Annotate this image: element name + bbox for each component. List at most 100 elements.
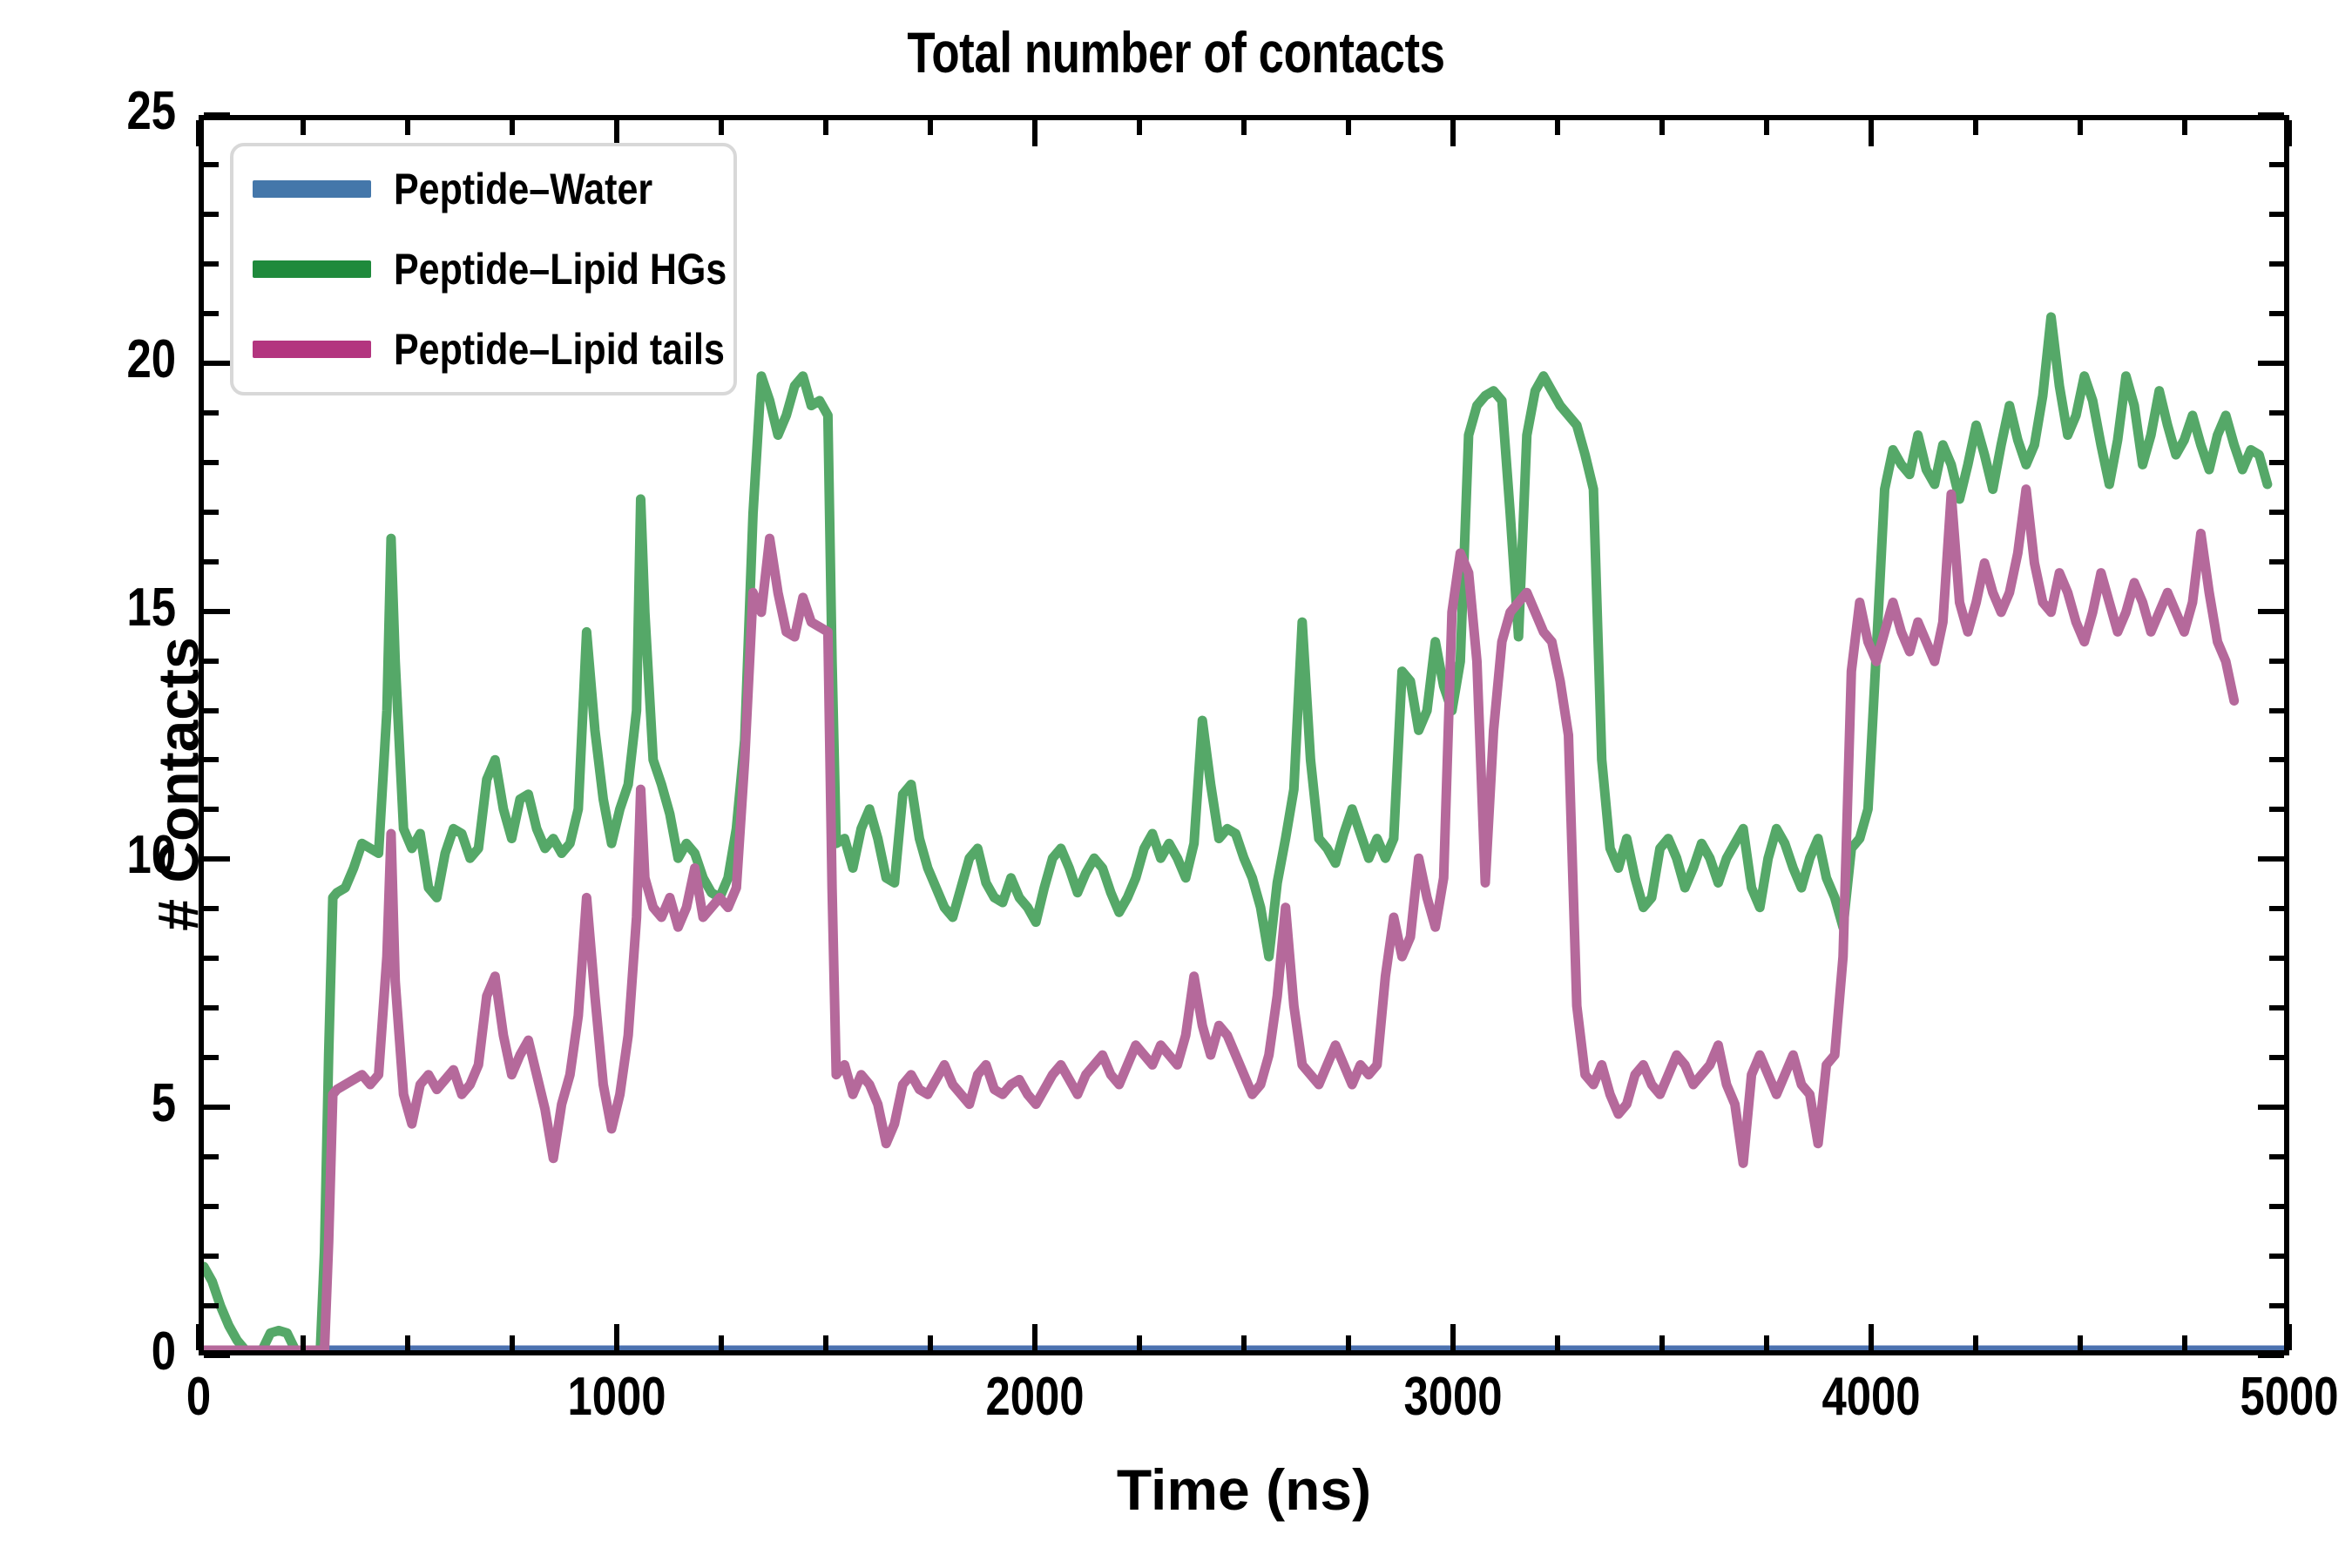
axis-tick [204, 757, 219, 763]
legend-swatch-peptide-lipid-tails [253, 341, 371, 358]
axis-tick [301, 120, 306, 135]
axis-tick [614, 1324, 619, 1350]
axis-tick [204, 1105, 230, 1111]
plot-area [204, 120, 2284, 1350]
y-tick-label: 20 [126, 328, 176, 389]
axis-tick [2258, 360, 2284, 366]
axis-tick [614, 120, 619, 146]
y-tick-label: 5 [151, 1073, 176, 1134]
x-tick-label: 4000 [1821, 1367, 1921, 1427]
axis-tick [1241, 1335, 1247, 1350]
axis-tick [1346, 120, 1351, 135]
axis-tick [2269, 707, 2284, 713]
axis-tick [1555, 120, 1560, 135]
series-line [204, 317, 2268, 1350]
axis-tick [204, 658, 219, 664]
x-tick-label: 2000 [985, 1367, 1085, 1427]
axis-tick [2269, 459, 2284, 465]
x-tick-label: 5000 [2240, 1367, 2339, 1427]
axis-tick [204, 360, 230, 366]
axis-tick [2269, 161, 2284, 167]
axis-tick [204, 1303, 219, 1309]
axis-tick [2269, 1005, 2284, 1011]
axis-tick [1764, 120, 1769, 135]
axis-tick [1764, 1335, 1769, 1350]
axis-tick [1241, 120, 1247, 135]
legend-label-peptide-water: Peptide–Water [394, 165, 653, 213]
axis-tick [204, 211, 219, 217]
axis-tick [2269, 906, 2284, 912]
axis-tick [2078, 1335, 2083, 1350]
axis-tick [2269, 211, 2284, 217]
axis-tick [196, 120, 201, 146]
axis-tick [204, 459, 219, 465]
axis-tick [204, 1353, 230, 1358]
axis-tick [928, 120, 933, 135]
x-tick-label: 0 [186, 1367, 212, 1427]
axis-tick [2269, 1204, 2284, 1210]
axis-tick [1137, 1335, 1142, 1350]
axis-tick [204, 1005, 219, 1011]
axis-tick [204, 558, 219, 564]
axis-tick [719, 120, 724, 135]
axis-tick [2078, 120, 2083, 135]
axis-tick [1450, 120, 1456, 146]
axis-tick [2269, 1303, 2284, 1309]
x-axis-label: Time (ns) [1116, 1457, 1372, 1522]
y-tick-label: 0 [151, 1321, 176, 1382]
axis-tick [405, 120, 410, 135]
legend-item-peptide-lipid-tails: Peptide–Lipid tails [253, 325, 725, 374]
axis-tick [2269, 956, 2284, 962]
axis-tick [204, 906, 219, 912]
axis-tick [2269, 658, 2284, 664]
axis-tick [204, 260, 219, 267]
axis-tick [204, 409, 219, 416]
axis-tick [2269, 807, 2284, 813]
axis-tick [2182, 120, 2187, 135]
axis-tick [196, 1324, 201, 1350]
legend-label-peptide-lipid-hgs: Peptide–Lipid HGs [394, 245, 727, 294]
axis-tick [823, 120, 828, 135]
axis-tick [510, 1335, 515, 1350]
x-tick-label: 1000 [567, 1367, 666, 1427]
axis-tick [719, 1335, 724, 1350]
axis-tick [1137, 120, 1142, 135]
chart-legend: Peptide–Water Peptide–Lipid HGs Peptide–… [230, 143, 737, 395]
axis-tick [2258, 1353, 2284, 1358]
x-tick-label: 3000 [1403, 1367, 1503, 1427]
axis-tick [204, 707, 219, 713]
axis-tick [204, 956, 219, 962]
axis-tick [1659, 1335, 1665, 1350]
axis-tick [204, 1055, 219, 1061]
axis-tick [204, 1154, 219, 1160]
axis-tick [1659, 120, 1665, 135]
axis-tick [2269, 310, 2284, 316]
axis-tick [1450, 1324, 1456, 1350]
axis-tick [1555, 1335, 1560, 1350]
axis-tick [2287, 120, 2292, 146]
axis-tick [510, 120, 515, 135]
axis-tick [2182, 1335, 2187, 1350]
axis-tick [1869, 1324, 1874, 1350]
axis-tick [1032, 1324, 1037, 1350]
axis-tick [2287, 1324, 2292, 1350]
axis-tick [2269, 1154, 2284, 1160]
legend-label-peptide-lipid-tails: Peptide–Lipid tails [394, 325, 725, 374]
axis-tick [301, 1335, 306, 1350]
axis-tick [1869, 120, 1874, 146]
axis-tick [2269, 558, 2284, 564]
legend-item-peptide-water: Peptide–Water [253, 165, 714, 213]
axis-tick [2269, 260, 2284, 267]
axis-tick [204, 856, 230, 862]
chart-title: Total number of contacts [907, 20, 1445, 84]
axis-tick [204, 161, 219, 167]
series-canvas [204, 120, 2284, 1350]
y-tick-label: 10 [126, 825, 176, 886]
axis-tick [2258, 608, 2284, 614]
legend-item-peptide-lipid-hgs: Peptide–Lipid HGs [253, 245, 727, 294]
axis-tick [2269, 1055, 2284, 1061]
axis-tick [204, 1204, 219, 1210]
axis-tick [2269, 409, 2284, 416]
axis-tick [204, 608, 230, 614]
legend-swatch-peptide-lipid-hgs [253, 260, 371, 278]
